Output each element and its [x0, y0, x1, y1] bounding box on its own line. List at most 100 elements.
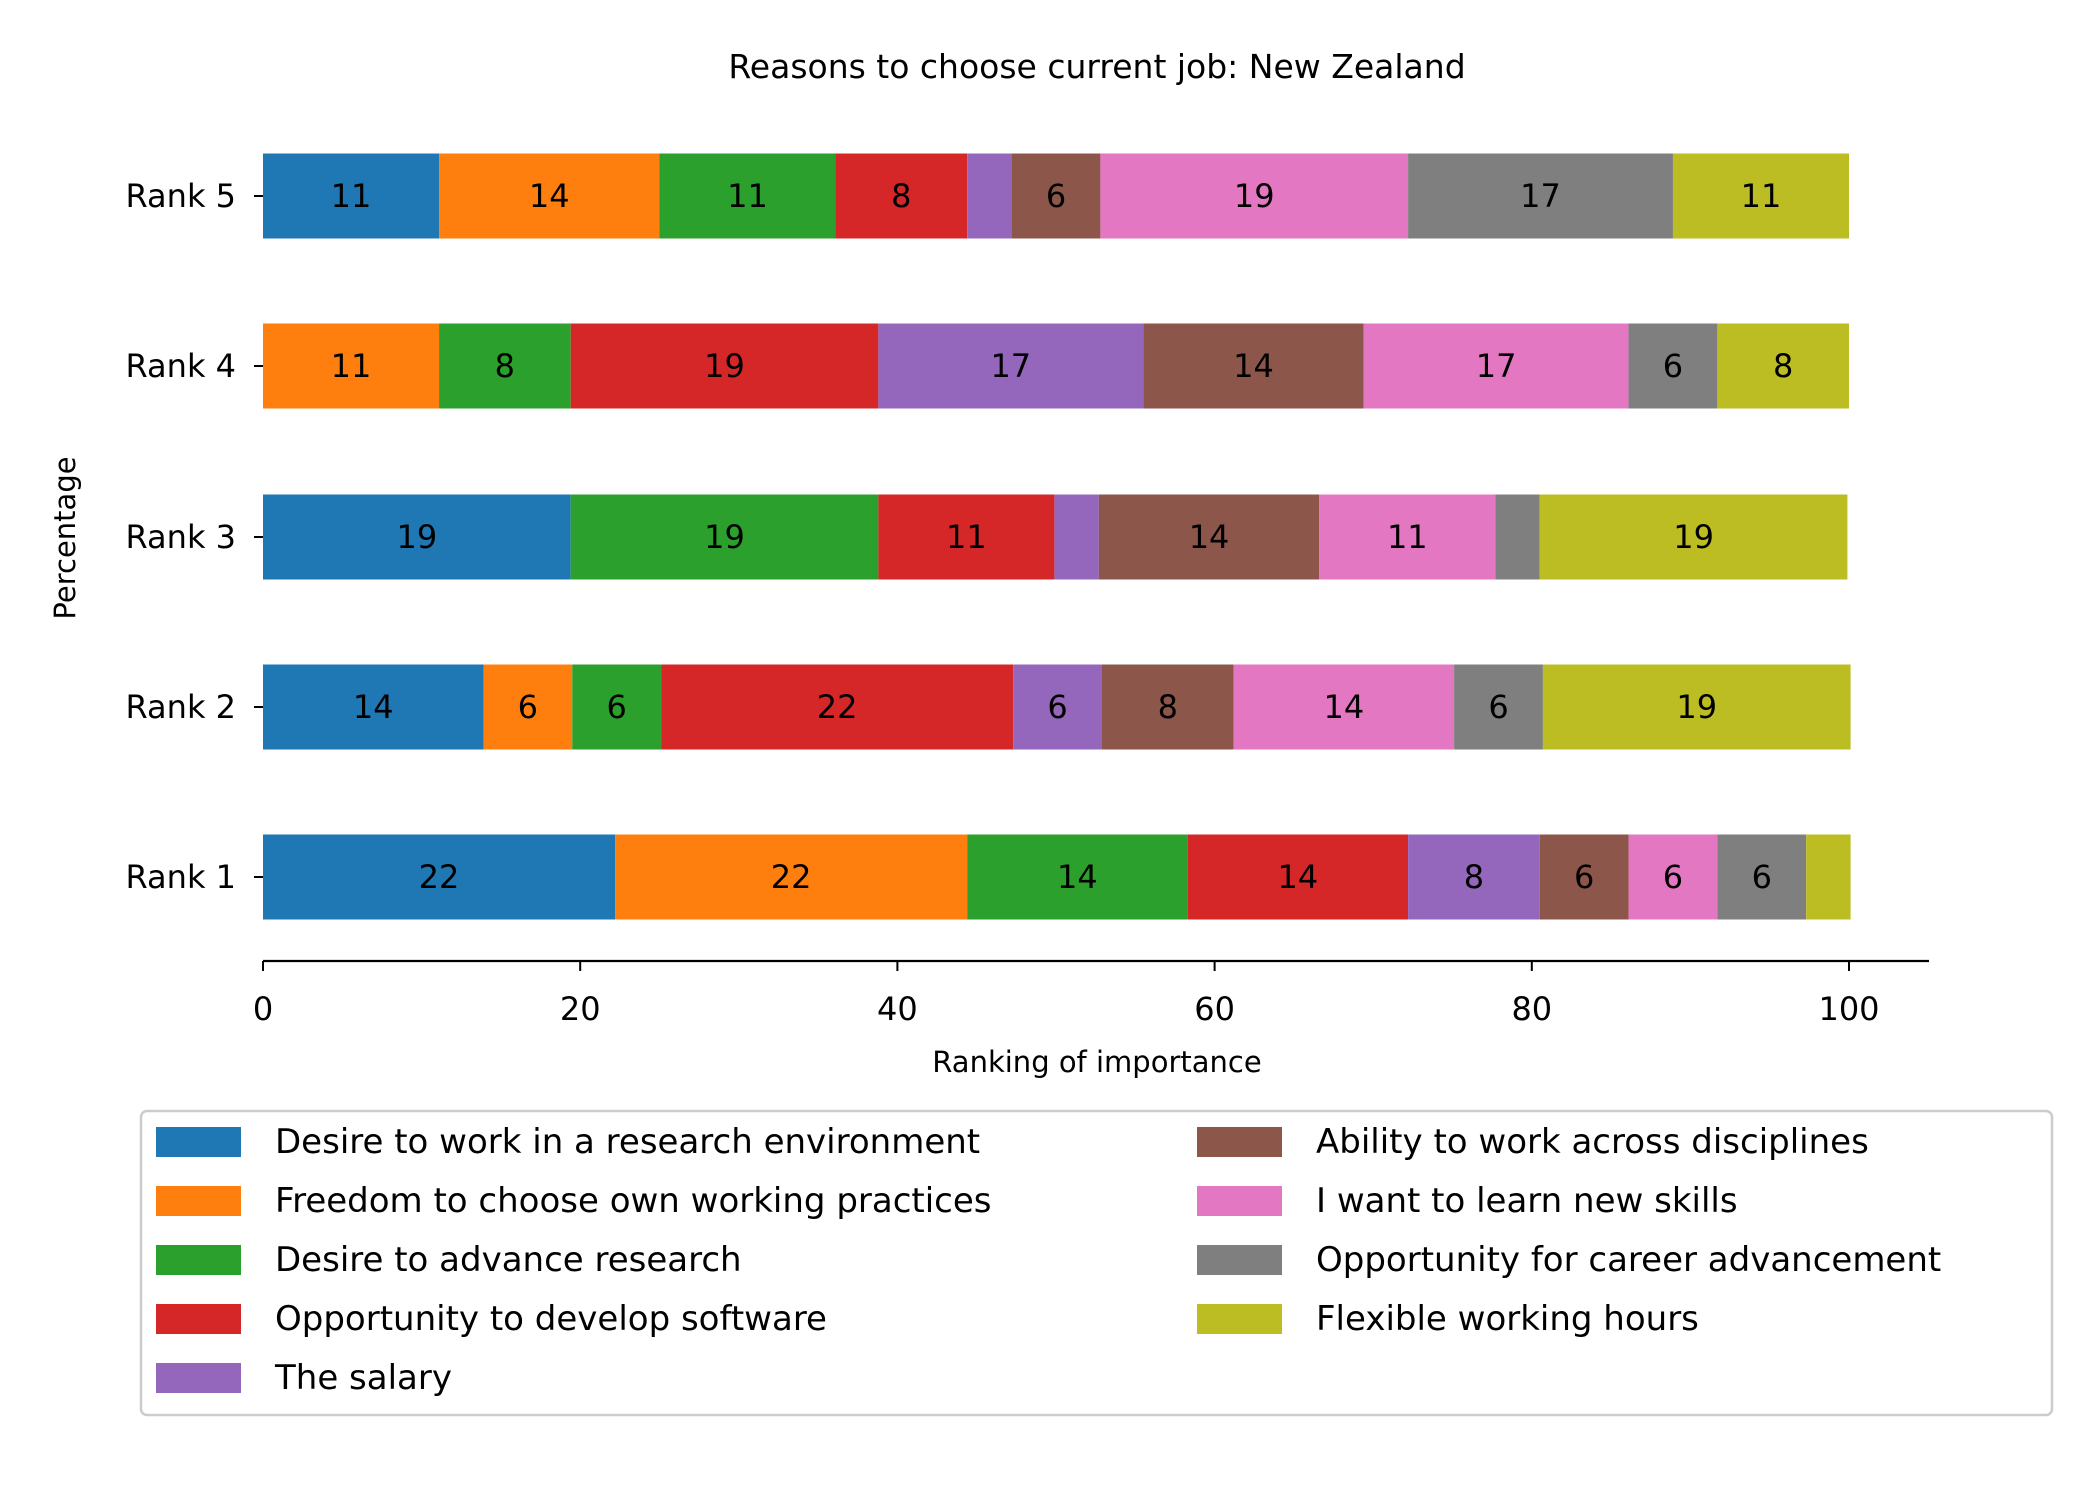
data-label-rank-1-desire-to-advance-research: 14 [1057, 858, 1098, 896]
bar-rank-5-ability-to-work-across-disciplines [1011, 153, 1101, 239]
x-tick-label: 80 [1511, 990, 1552, 1028]
y-axis-label: Percentage [48, 456, 82, 619]
data-label-rank-2-i-want-to-learn-new-skills: 14 [1323, 688, 1364, 726]
data-label-rank-4-opportunity-for-career-advancement: 6 [1663, 347, 1683, 385]
x-tick-label: 60 [1194, 990, 1235, 1028]
data-label-rank-4-flexible-working-hours: 8 [1773, 347, 1793, 385]
bar-rank-5-opportunity-to-develop-software [835, 153, 968, 239]
bar-rank-1-desire-to-advance-research [967, 834, 1188, 920]
legend-label-i-want-to-learn-new-skills: I want to learn new skills [1316, 1181, 1738, 1221]
legend-swatch-the-salary [156, 1363, 241, 1393]
bar-rank-2-desire-to-advance-research [572, 664, 662, 750]
chart-title: Reasons to choose current job: New Zeala… [728, 47, 1465, 86]
bar-rank-3-desire-to-work-in-a-research-environment [263, 494, 571, 580]
legend-swatch-flexible-working-hours [1197, 1304, 1282, 1334]
legend-swatch-freedom-to-choose-own-working-practices [156, 1186, 241, 1216]
data-label-rank-2-freedom-to-choose-own-working-practices: 6 [518, 688, 538, 726]
data-label-rank-5-i-want-to-learn-new-skills: 19 [1234, 177, 1275, 215]
bar-rank-2-desire-to-work-in-a-research-environment [263, 664, 484, 750]
bar-rank-2-opportunity-for-career-advancement [1454, 664, 1543, 750]
bar-rank-4-opportunity-for-career-advancement [1628, 323, 1718, 409]
bar-rank-3-ability-to-work-across-disciplines [1098, 494, 1320, 580]
bars-group [263, 153, 1851, 920]
bar-rank-5-opportunity-for-career-advancement [1408, 153, 1673, 239]
data-label-rank-2-the-salary: 6 [1047, 688, 1067, 726]
bar-rank-5-flexible-working-hours [1672, 153, 1849, 239]
data-label-rank-1-freedom-to-choose-own-working-practices: 22 [771, 858, 812, 896]
bar-rank-2-i-want-to-learn-new-skills [1233, 664, 1455, 750]
data-label-rank-3-i-want-to-learn-new-skills: 11 [1387, 518, 1428, 556]
x-axis: 0 20 40 60 80 100 [253, 959, 1929, 1028]
data-label-rank-2-opportunity-for-career-advancement: 6 [1488, 688, 1508, 726]
bar-rank-5-the-salary [967, 153, 1012, 239]
data-label-rank-3-opportunity-to-develop-software: 11 [946, 518, 987, 556]
bar-rank-4-desire-to-advance-research [439, 323, 571, 409]
y-tick-label: Rank 1 [126, 858, 236, 896]
bar-rank-3-desire-to-advance-research [570, 494, 879, 580]
data-label-rank-2-flexible-working-hours: 19 [1676, 688, 1717, 726]
legend-swatch-opportunity-for-career-advancement [1197, 1245, 1282, 1275]
x-tick-label: 20 [560, 990, 601, 1028]
bar-rank-2-ability-to-work-across-disciplines [1101, 664, 1234, 750]
data-label-rank-3-flexible-working-hours: 19 [1673, 518, 1714, 556]
legend-swatch-opportunity-to-develop-software [156, 1304, 241, 1334]
data-label-rank-2-ability-to-work-across-disciplines: 8 [1158, 688, 1178, 726]
bar-rank-4-the-salary [878, 323, 1144, 409]
x-tick-label: 100 [1818, 990, 1879, 1028]
data-label-rank-4-the-salary: 17 [990, 347, 1031, 385]
bar-rank-5-desire-to-advance-research [659, 153, 836, 239]
bar-rank-1-i-want-to-learn-new-skills [1628, 834, 1718, 920]
bar-rank-4-flexible-working-hours [1717, 323, 1849, 409]
data-label-rank-2-desire-to-work-in-a-research-environment: 14 [353, 688, 394, 726]
data-label-rank-5-desire-to-advance-research: 11 [727, 177, 768, 215]
data-label-rank-1-ability-to-work-across-disciplines: 6 [1574, 858, 1594, 896]
bar-rank-5-desire-to-work-in-a-research-environment [263, 153, 440, 239]
data-label-rank-3-desire-to-advance-research: 19 [704, 518, 745, 556]
bar-rank-3-opportunity-for-career-advancement [1495, 494, 1540, 580]
data-label-rank-2-opportunity-to-develop-software: 22 [817, 688, 858, 726]
data-label-rank-1-the-salary: 8 [1464, 858, 1484, 896]
bar-rank-1-the-salary [1408, 834, 1540, 920]
bar-rank-5-freedom-to-choose-own-working-practices [439, 153, 660, 239]
data-label-rank-5-ability-to-work-across-disciplines: 6 [1046, 177, 1066, 215]
y-tick-label: Rank 5 [126, 177, 236, 215]
legend-swatch-desire-to-advance-research [156, 1245, 241, 1275]
data-label-rank-3-ability-to-work-across-disciplines: 14 [1189, 518, 1230, 556]
data-label-rank-2-desire-to-advance-research: 6 [606, 688, 626, 726]
data-label-rank-1-opportunity-to-develop-software: 14 [1278, 858, 1319, 896]
data-label-rank-4-ability-to-work-across-disciplines: 14 [1233, 347, 1274, 385]
data-label-rank-4-freedom-to-choose-own-working-practices: 11 [331, 347, 372, 385]
data-label-rank-5-flexible-working-hours: 11 [1741, 177, 1782, 215]
y-tick-label: Rank 4 [126, 347, 236, 385]
legend-swatch-ability-to-work-across-disciplines [1197, 1127, 1282, 1157]
bar-rank-1-flexible-working-hours [1806, 834, 1851, 920]
y-ticks: Rank 1 Rank 2 Rank 3 Rank 4 Rank 5 [126, 177, 263, 896]
legend-label-desire-to-advance-research: Desire to advance research [275, 1240, 742, 1280]
bar-rank-2-opportunity-to-develop-software [661, 664, 1014, 750]
bar-rank-3-i-want-to-learn-new-skills [1319, 494, 1496, 580]
legend-label-desire-to-work-in-a-research-environment: Desire to work in a research environment [275, 1122, 980, 1162]
data-label-rank-5-opportunity-for-career-advancement: 17 [1520, 177, 1561, 215]
bar-rank-2-the-salary [1013, 664, 1102, 750]
data-label-rank-5-desire-to-work-in-a-research-environment: 11 [331, 177, 372, 215]
bar-rank-1-freedom-to-choose-own-working-practices [615, 834, 968, 920]
bar-rank-4-i-want-to-learn-new-skills [1363, 323, 1629, 409]
legend-label-flexible-working-hours: Flexible working hours [1316, 1299, 1699, 1339]
data-label-rank-4-desire-to-advance-research: 8 [495, 347, 515, 385]
legend-label-the-salary: The salary [274, 1358, 452, 1398]
legend-label-ability-to-work-across-disciplines: Ability to work across disciplines [1316, 1122, 1869, 1162]
data-label-rank-1-opportunity-for-career-advancement: 6 [1752, 858, 1772, 896]
bar-labels-group: 22 22 14 14 8 6 6 6 14 6 6 22 6 8 14 6 19 19 19 11 14 11 19 11 8… [331, 177, 1794, 896]
x-axis-label: Ranking of importance [932, 1045, 1261, 1079]
y-tick-label: Rank 2 [126, 688, 236, 726]
x-tick-label: 40 [877, 990, 918, 1028]
bar-rank-1-ability-to-work-across-disciplines [1539, 834, 1629, 920]
legend-label-opportunity-to-develop-software: Opportunity to develop software [275, 1299, 827, 1339]
bar-rank-1-opportunity-for-career-advancement [1717, 834, 1807, 920]
data-label-rank-1-i-want-to-learn-new-skills: 6 [1663, 858, 1683, 896]
x-tick-label: 0 [253, 990, 273, 1028]
bar-rank-3-the-salary [1054, 494, 1099, 580]
bar-rank-1-desire-to-work-in-a-research-environment [263, 834, 616, 920]
bar-rank-3-flexible-working-hours [1539, 494, 1848, 580]
